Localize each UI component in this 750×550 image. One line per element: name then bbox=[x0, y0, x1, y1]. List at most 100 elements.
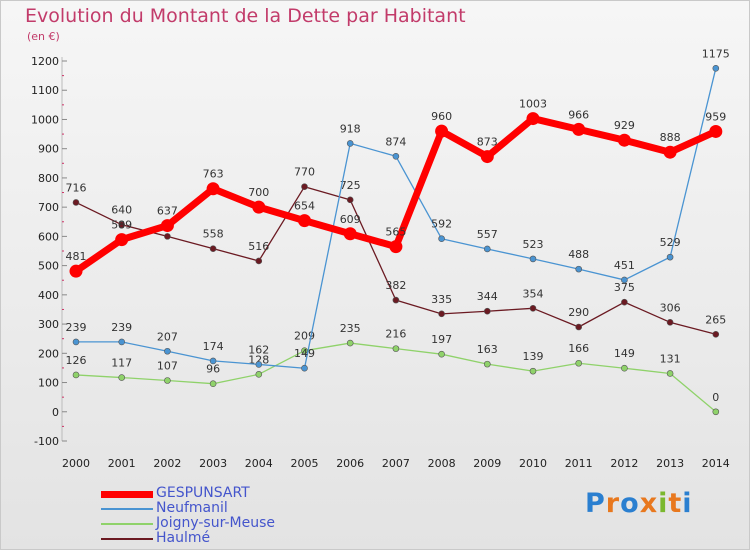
data-point-gespunsart bbox=[663, 145, 677, 159]
data-label-neufmanil: 174 bbox=[203, 340, 224, 353]
data-point-haulm- bbox=[392, 296, 400, 304]
legend-label: Neufmanil bbox=[156, 500, 228, 516]
data-point-haulm- bbox=[666, 319, 674, 326]
data-point-neufmanil bbox=[392, 152, 400, 160]
data-label-joigny-sur-meuse: 96 bbox=[206, 363, 220, 376]
data-point-haulm- bbox=[209, 245, 217, 252]
data-label-gespunsart: 873 bbox=[477, 136, 498, 149]
data-point-haulm- bbox=[529, 304, 537, 312]
x-tick-label: 2011 bbox=[565, 457, 593, 470]
data-label-joigny-sur-meuse: 117 bbox=[111, 357, 132, 370]
data-label-neufmanil: 1175 bbox=[702, 47, 730, 60]
data-label-joigny-sur-meuse: 107 bbox=[157, 359, 178, 372]
data-label-neufmanil: 529 bbox=[660, 236, 681, 249]
x-tick-label: 2012 bbox=[610, 457, 638, 470]
data-label-haulm-: 770 bbox=[294, 166, 315, 179]
y-tick-label: 800 bbox=[38, 172, 59, 185]
legend-swatch bbox=[101, 538, 153, 540]
y-tick-label: -100 bbox=[34, 435, 59, 448]
x-tick-label: 2008 bbox=[428, 457, 456, 470]
data-label-neufmanil: 239 bbox=[111, 321, 132, 334]
data-point-gespunsart bbox=[115, 233, 129, 247]
legend-swatch bbox=[101, 523, 153, 525]
y-tick-label: 400 bbox=[38, 289, 59, 302]
data-point-haulm- bbox=[621, 298, 628, 306]
data-label-gespunsart: 609 bbox=[340, 213, 361, 226]
data-label-neufmanil: 207 bbox=[157, 330, 178, 343]
data-point-neufmanil bbox=[529, 255, 537, 263]
legend-swatch bbox=[101, 490, 153, 498]
data-label-haulm-: 306 bbox=[660, 301, 681, 314]
data-point-joigny-sur-meuse bbox=[164, 377, 171, 384]
data-label-neufmanil: 149 bbox=[294, 347, 315, 360]
chart-subtitle: (en €) bbox=[27, 30, 60, 43]
data-point-haulm- bbox=[438, 310, 445, 318]
x-tick-label: 2007 bbox=[382, 457, 410, 470]
y-tick-label: 200 bbox=[38, 347, 59, 360]
x-tick-label: 2003 bbox=[199, 457, 227, 470]
data-label-gespunsart: 700 bbox=[248, 186, 269, 199]
data-label-haulm-: 344 bbox=[477, 290, 498, 303]
data-point-neufmanil bbox=[209, 357, 217, 365]
data-label-neufmanil: 451 bbox=[614, 259, 635, 272]
data-point-joigny-sur-meuse bbox=[483, 360, 491, 368]
x-tick-label: 2006 bbox=[336, 457, 364, 470]
data-label-joigny-sur-meuse: 149 bbox=[614, 347, 635, 360]
data-point-neufmanil bbox=[575, 265, 583, 273]
data-point-joigny-sur-meuse bbox=[346, 339, 354, 347]
y-tick-label: 900 bbox=[38, 143, 59, 156]
data-label-neufmanil: 523 bbox=[523, 238, 544, 251]
data-label-haulm-: 335 bbox=[431, 293, 452, 306]
x-tick-label: 2004 bbox=[245, 457, 273, 470]
x-tick-label: 2000 bbox=[62, 457, 90, 470]
data-point-neufmanil bbox=[621, 276, 628, 284]
data-point-gespunsart bbox=[252, 200, 266, 214]
data-label-haulm-: 725 bbox=[340, 179, 361, 192]
data-point-joigny-sur-meuse bbox=[621, 364, 628, 372]
data-label-haulm-: 516 bbox=[248, 240, 269, 253]
x-tick-label: 2013 bbox=[656, 457, 684, 470]
data-label-neufmanil: 162 bbox=[248, 343, 269, 356]
data-point-gespunsart bbox=[435, 124, 449, 138]
data-label-neufmanil: 557 bbox=[477, 228, 498, 241]
data-point-joigny-sur-meuse bbox=[118, 374, 125, 381]
legend-label: GESPUNSART bbox=[156, 485, 250, 501]
data-point-haulm- bbox=[118, 221, 125, 228]
data-label-joigny-sur-meuse: 197 bbox=[431, 333, 452, 346]
data-label-joigny-sur-meuse: 166 bbox=[568, 342, 589, 355]
legend-swatch bbox=[101, 508, 153, 510]
legend-item-joigny-sur-meuse: Joigny-sur-Meuse bbox=[101, 515, 361, 531]
data-point-neufmanil bbox=[164, 347, 171, 355]
legend-item-neufmanil: Neufmanil bbox=[101, 500, 361, 516]
proxiti-logo: Proxiti bbox=[585, 488, 693, 519]
data-point-gespunsart bbox=[298, 214, 311, 228]
y-tick-label: 1000 bbox=[31, 113, 59, 126]
data-label-neufmanil: 239 bbox=[66, 321, 87, 334]
y-tick-label: 600 bbox=[38, 230, 59, 243]
data-point-joigny-sur-meuse bbox=[438, 350, 445, 358]
data-label-gespunsart: 966 bbox=[568, 108, 589, 121]
data-point-gespunsart bbox=[572, 122, 586, 136]
y-tick-label: 1100 bbox=[31, 84, 59, 97]
data-point-joigny-sur-meuse bbox=[712, 408, 720, 416]
data-point-gespunsart bbox=[69, 264, 83, 278]
y-tick-label: 1200 bbox=[31, 55, 59, 68]
x-tick-label: 2002 bbox=[153, 457, 181, 470]
data-label-haulm-: 382 bbox=[385, 279, 406, 292]
data-point-gespunsart bbox=[480, 150, 494, 164]
data-point-gespunsart bbox=[526, 112, 540, 126]
data-label-joigny-sur-meuse: 139 bbox=[523, 350, 544, 363]
data-label-gespunsart: 565 bbox=[385, 226, 406, 239]
data-point-haulm- bbox=[72, 199, 80, 206]
data-point-gespunsart bbox=[160, 219, 174, 233]
data-label-neufmanil: 488 bbox=[568, 248, 589, 261]
data-point-haulm- bbox=[346, 196, 354, 204]
data-point-haulm- bbox=[301, 183, 308, 190]
data-point-neufmanil bbox=[666, 253, 674, 261]
data-point-gespunsart bbox=[389, 240, 403, 254]
data-point-haulm- bbox=[712, 331, 720, 338]
data-point-joigny-sur-meuse bbox=[529, 367, 537, 375]
line-chart: -100 0 100 200 300 400 500 600 700 800 900 1000 1100… bbox=[31, 47, 730, 470]
data-label-gespunsart: 960 bbox=[431, 110, 452, 123]
x-tick-label: 2014 bbox=[702, 457, 730, 470]
